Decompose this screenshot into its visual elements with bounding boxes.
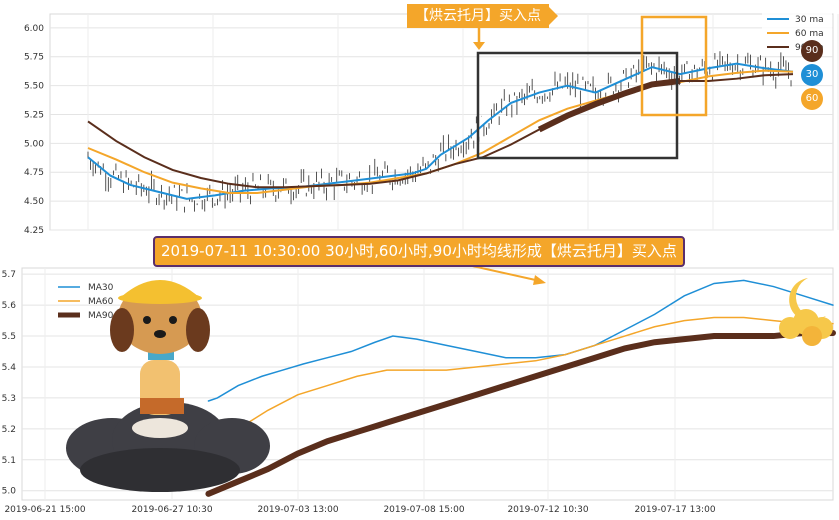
top-y-ticks: 6.00 5.75 5.50 5.25 5.00 4.75 4.50 4.25: [24, 24, 44, 236]
bottom-x-tick-label: 2019-07-12 10:30: [507, 505, 588, 515]
bottom-series-line-1: [207, 316, 834, 455]
bottom-legend-item-1: MA60: [88, 297, 114, 307]
cloud-dog-illustration: [66, 280, 270, 492]
bottom-y-tick-label: 5.2: [2, 425, 16, 435]
top-plot-area: [49, 13, 834, 231]
bottom-y-tick-label: 5.5: [2, 332, 16, 342]
bottom-series-line-2: [205, 329, 836, 497]
bottom-y-tick-label: 5.4: [2, 363, 17, 373]
top-buy-point-banner: 【烘云托月】买入点: [407, 4, 549, 28]
top-y-tick-label: 4.75: [24, 168, 44, 178]
bottom-legend: MA30 MA60 MA90: [58, 283, 114, 321]
highlight-box-orange: [640, 15, 708, 117]
bottom-series: [205, 279, 836, 497]
banner-pointer-head: [533, 275, 546, 285]
bottom-x-tick-label: 2019-07-08 15:00: [383, 505, 464, 515]
top-banner-arrow: [546, 4, 558, 28]
bottom-y-tick-label: 5.0: [2, 487, 17, 497]
badge-30: 30: [801, 64, 823, 86]
bottom-legend-item-0: MA30: [88, 283, 114, 293]
badge-60: 60: [801, 88, 823, 110]
bottom-y-ticks: 5.7 5.6 5.5 5.4 5.3 5.2 5.1 5.0: [2, 270, 17, 497]
top-y-tick-label: 5.50: [24, 82, 44, 92]
top-y-tick-label: 5.75: [24, 53, 44, 63]
highlight-box-black: [476, 51, 679, 160]
top-series-highlight: [537, 78, 681, 133]
badge-90: 90: [801, 40, 823, 62]
moon-cloud-illustration: [779, 278, 833, 346]
bottom-x-tick-label: 2019-06-21 15:00: [4, 505, 85, 515]
bottom-y-tick-label: 5.7: [2, 270, 16, 280]
banner-pointer-arrow: [467, 264, 541, 282]
top-legend-item-0: 30 ma: [795, 15, 824, 25]
top-y-tick-label: 6.00: [24, 24, 44, 34]
top-y-tick-label: 5.25: [24, 110, 44, 120]
bottom-y-tick-label: 5.6: [2, 301, 17, 311]
bottom-x-tick-label: 2019-07-17 13:00: [634, 505, 715, 515]
top-y-tick-label: 4.50: [24, 197, 44, 207]
bottom-buy-point-banner: 2019-07-11 10:30:00 30小时,60小时,90小时均线形成【烘…: [153, 236, 685, 267]
top-legend-item-1: 60 ma: [795, 29, 824, 39]
bottom-series-line-0: [207, 279, 834, 402]
bottom-legend-item-2: MA90: [88, 311, 114, 321]
top-y-tick-label: 5.00: [24, 139, 44, 149]
bottom-x-ticks: 2019-06-21 15:00 2019-06-27 10:30 2019-07-…: [4, 505, 715, 515]
down-arrow-head: [473, 42, 485, 50]
bottom-x-tick-label: 2019-06-27 10:30: [131, 505, 212, 515]
bottom-x-tick-label: 2019-07-03 13:00: [257, 505, 338, 515]
top-y-tick-label: 4.25: [24, 226, 44, 236]
bottom-y-tick-label: 5.1: [2, 456, 16, 466]
top-series-line-0: [87, 62, 794, 200]
top-series: [87, 62, 794, 200]
top-grid: [50, 14, 839, 231]
bottom-y-tick-label: 5.3: [2, 394, 16, 404]
